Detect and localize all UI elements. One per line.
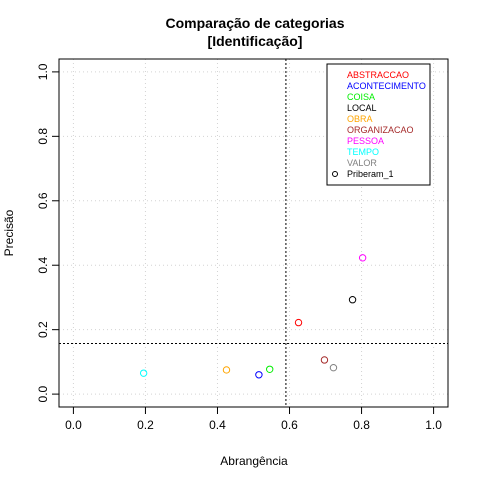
- legend-symbol-marker: [332, 171, 338, 177]
- data-points: [139, 254, 367, 379]
- data-point-pessoa: [358, 254, 367, 262]
- legend-entry-obra: OBRA: [347, 114, 373, 124]
- y-tick-label: 0.2: [36, 321, 50, 338]
- chart-title-line-1: Comparação de categorias: [166, 15, 345, 31]
- y-axis-label: Precisão: [2, 209, 16, 256]
- data-point-acontecimento: [255, 371, 263, 379]
- y-tick-label: 0.4: [36, 257, 50, 274]
- x-tick-label: 1.0: [425, 418, 442, 432]
- legend-entry-local: LOCAL: [347, 103, 377, 113]
- x-axis-label: Abrangência: [220, 454, 288, 468]
- legend-entry-abstraccao: ABSTRACCAO: [347, 70, 409, 80]
- data-point-abstraccao: [294, 318, 303, 327]
- x-tick-label: 0.8: [353, 418, 370, 432]
- x-tick-label: 0.2: [137, 418, 154, 432]
- x-tick-label: 0.4: [209, 418, 226, 432]
- legend-box: [326, 63, 431, 186]
- data-point-organizacao: [320, 356, 329, 364]
- data-point-valor: [329, 363, 338, 372]
- axes: 0.0 0.2 0.4 0.6 0.8 1.0 0.0 0.2 0.4 0.6 0.8 1.0: [36, 63, 442, 432]
- x-tick-label: 0.6: [281, 418, 298, 432]
- legend-entry-valor: VALOR: [347, 158, 377, 168]
- y-tick-label: 1.0: [36, 63, 50, 80]
- data-point-obra: [222, 366, 231, 374]
- legend-entry-coisa: COISA: [347, 92, 375, 102]
- y-tick-label: 0.0: [36, 385, 50, 402]
- chart-title-line-2: [Identificação]: [208, 33, 303, 49]
- y-tick-label: 0.6: [36, 192, 50, 209]
- legend-entry-organizacao: ORGANIZACAO: [347, 125, 414, 135]
- legend: ABSTRACCAOACONTECIMENTOCOISALOCALOBRAORG…: [326, 63, 431, 186]
- y-tick-label: 0.8: [36, 128, 50, 145]
- reference-lines: [59, 59, 448, 407]
- legend-entry-pessoa: PESSOA: [347, 136, 384, 146]
- legend-entry-acontecimento: ACONTECIMENTO: [347, 81, 426, 91]
- legend-entry-tempo: TEMPO: [347, 147, 379, 157]
- legend-symbol-label: Priberam_1: [347, 169, 394, 179]
- data-point-coisa: [266, 365, 274, 373]
- x-tick-label: 0.0: [65, 418, 82, 432]
- data-point-local: [348, 296, 357, 304]
- data-point-tempo: [139, 369, 148, 377]
